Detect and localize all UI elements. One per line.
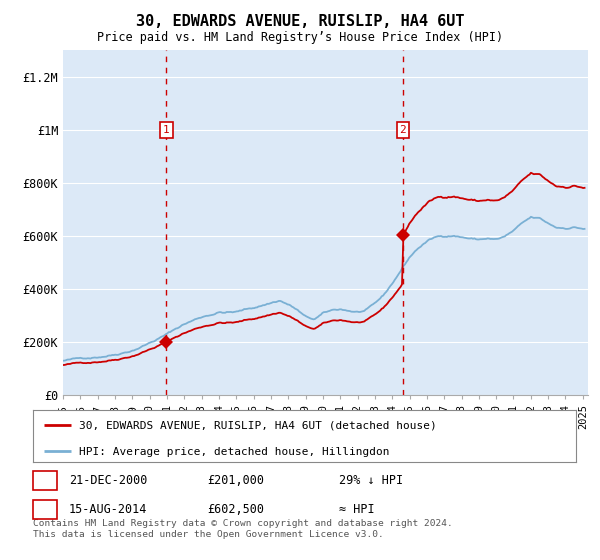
Text: 1: 1 (41, 474, 49, 487)
Text: 21-DEC-2000: 21-DEC-2000 (69, 474, 148, 487)
Bar (166, 50, 403, 395)
Text: 30, EDWARDS AVENUE, RUISLIP, HA4 6UT: 30, EDWARDS AVENUE, RUISLIP, HA4 6UT (136, 14, 464, 29)
Text: 2: 2 (41, 503, 49, 516)
Text: 29% ↓ HPI: 29% ↓ HPI (339, 474, 403, 487)
Text: £201,000: £201,000 (207, 474, 264, 487)
Text: 15-AUG-2014: 15-AUG-2014 (69, 503, 148, 516)
Text: Contains HM Land Registry data © Crown copyright and database right 2024.
This d: Contains HM Land Registry data © Crown c… (33, 519, 453, 539)
Text: 30, EDWARDS AVENUE, RUISLIP, HA4 6UT (detached house): 30, EDWARDS AVENUE, RUISLIP, HA4 6UT (de… (79, 421, 437, 431)
Text: 2: 2 (400, 125, 406, 135)
Text: Price paid vs. HM Land Registry’s House Price Index (HPI): Price paid vs. HM Land Registry’s House … (97, 31, 503, 44)
Text: 1: 1 (163, 125, 170, 135)
Text: ≈ HPI: ≈ HPI (339, 503, 374, 516)
Text: HPI: Average price, detached house, Hillingdon: HPI: Average price, detached house, Hill… (79, 447, 389, 457)
Text: £602,500: £602,500 (207, 503, 264, 516)
